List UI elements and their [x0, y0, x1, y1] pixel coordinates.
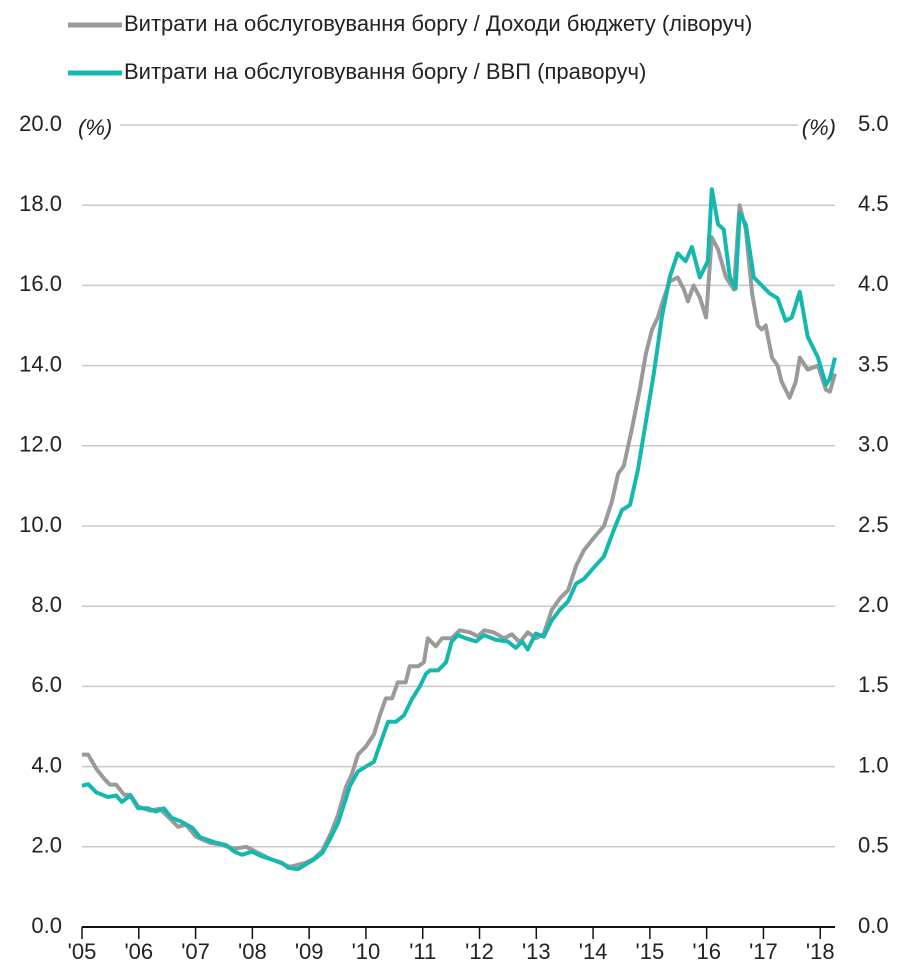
- y-tick-label: 6.0: [31, 672, 62, 697]
- y-tick-label: 8.0: [31, 592, 62, 617]
- y2-tick-label: 4.5: [858, 191, 889, 216]
- x-tick-label: '06: [124, 939, 153, 964]
- x-tick-label: '15: [636, 939, 665, 964]
- x-tick-label: '09: [295, 939, 324, 964]
- series-line: [82, 203, 837, 869]
- y2-tick-label: 3.0: [858, 432, 889, 457]
- x-tick-label: '16: [692, 939, 721, 964]
- y2-tick-label: 5.0: [858, 111, 889, 136]
- x-tick-label: '12: [465, 939, 494, 964]
- y-tick-label: 0.0: [31, 913, 62, 938]
- x-tick-label: '05: [68, 939, 97, 964]
- y2-tick-label: 2.5: [858, 512, 889, 537]
- x-tick-label: '18: [806, 939, 835, 964]
- y2-tick-label: 2.0: [858, 592, 889, 617]
- x-tick-label: '13: [522, 939, 551, 964]
- y2-tick-label: 1.0: [858, 752, 889, 777]
- y-tick-label: 10.0: [19, 512, 62, 537]
- y-tick-label: 16.0: [19, 271, 62, 296]
- y2-tick-label: 4.0: [858, 271, 889, 296]
- x-tick-label: '08: [238, 939, 267, 964]
- y-axis-unit: (%): [78, 115, 112, 140]
- y2-tick-label: 1.5: [858, 672, 889, 697]
- y-tick-label: 12.0: [19, 432, 62, 457]
- x-tick-label: '11: [409, 939, 436, 964]
- y-tick-label: 20.0: [19, 111, 62, 136]
- y2-tick-label: 0.5: [858, 833, 889, 858]
- y2-axis-unit: (%): [802, 115, 836, 140]
- y2-tick-label: 3.5: [858, 351, 889, 376]
- x-tick-label: '14: [579, 939, 608, 964]
- y2-tick-label: 0.0: [858, 913, 889, 938]
- x-tick-label: '07: [181, 939, 210, 964]
- y-tick-label: 18.0: [19, 191, 62, 216]
- y-tick-label: 14.0: [19, 351, 62, 376]
- x-tick-label: '17: [749, 939, 778, 964]
- x-tick-label: '10: [352, 939, 381, 964]
- series-line: [81, 187, 837, 872]
- y-tick-label: 2.0: [31, 833, 62, 858]
- legend-label: Витрати на обслуговування боргу / Доходи…: [124, 11, 752, 36]
- y-tick-label: 4.0: [31, 752, 62, 777]
- legend-label: Витрати на обслуговування боргу / ВВП (п…: [124, 59, 646, 84]
